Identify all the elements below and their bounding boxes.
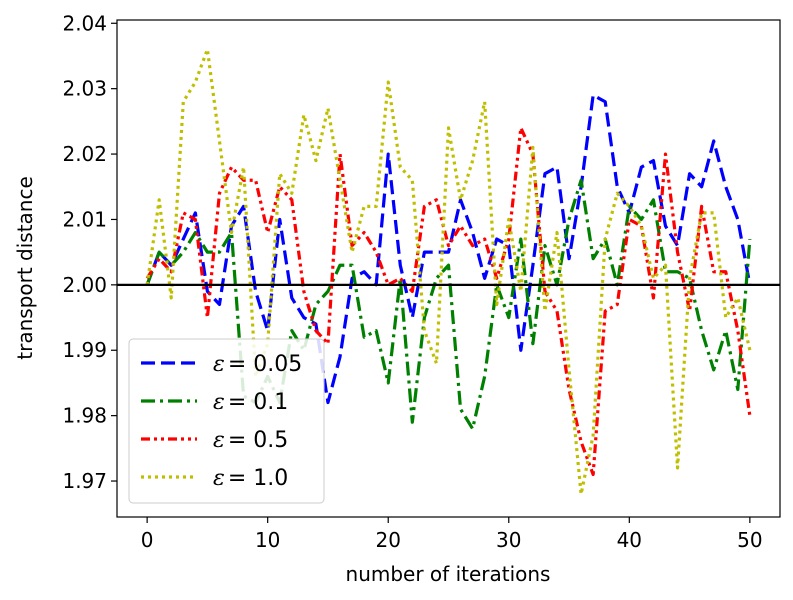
series-layer	[145, 47, 752, 496]
legend: ε = 0.05ε = 0.1ε = 0.5ε = 1.0	[128, 338, 325, 504]
y-tick-label: 2.03	[62, 77, 107, 101]
y-axis: 1.97 1.98 1.99 2.00 2.01 2.02 2.03 2.04	[62, 11, 117, 493]
y-axis-label: transport distance	[13, 176, 37, 360]
x-tick-label: 30	[496, 528, 521, 552]
x-tick-label: 10	[255, 528, 280, 552]
series-line-1	[145, 93, 752, 405]
y-tick-label: 1.99	[62, 338, 107, 362]
y-tick-label: 2.04	[62, 11, 107, 35]
legend-epsilon-symbol: ε	[213, 466, 225, 491]
legend-label-2: ε = 0.1	[213, 390, 288, 415]
x-tick-label: 0	[141, 528, 154, 552]
x-tick-label: 40	[617, 528, 642, 552]
y-tick-label: 1.98	[62, 404, 107, 428]
plot-frame	[116, 19, 781, 518]
x-axis: 0 10 20 30 40 50	[141, 517, 763, 552]
legend-value: = 1.0	[228, 466, 288, 491]
legend-label-3: ε = 0.5	[213, 428, 288, 453]
legend-epsilon-symbol: ε	[213, 390, 225, 415]
series-line-4	[145, 47, 752, 496]
y-tick-label: 2.00	[62, 273, 107, 297]
legend-epsilon-symbol: ε	[213, 428, 225, 453]
legend-epsilon-symbol: ε	[213, 352, 225, 377]
legend-value: = 0.5	[228, 428, 288, 453]
y-tick-label: 1.97	[62, 469, 107, 493]
x-axis-label: number of iterations	[346, 562, 551, 586]
legend-box	[128, 338, 325, 504]
x-tick-label: 20	[376, 528, 401, 552]
series-line-3	[145, 126, 752, 477]
y-tick-label: 2.01	[62, 207, 107, 231]
series-line-2	[145, 178, 752, 431]
legend-label-1: ε = 0.05	[213, 352, 302, 377]
x-tick-label: 50	[737, 528, 762, 552]
legend-value: = 0.1	[228, 390, 288, 415]
y-tick-label: 2.02	[62, 142, 107, 166]
legend-label-4: ε = 1.0	[213, 466, 288, 491]
legend-value: = 0.05	[228, 352, 302, 377]
